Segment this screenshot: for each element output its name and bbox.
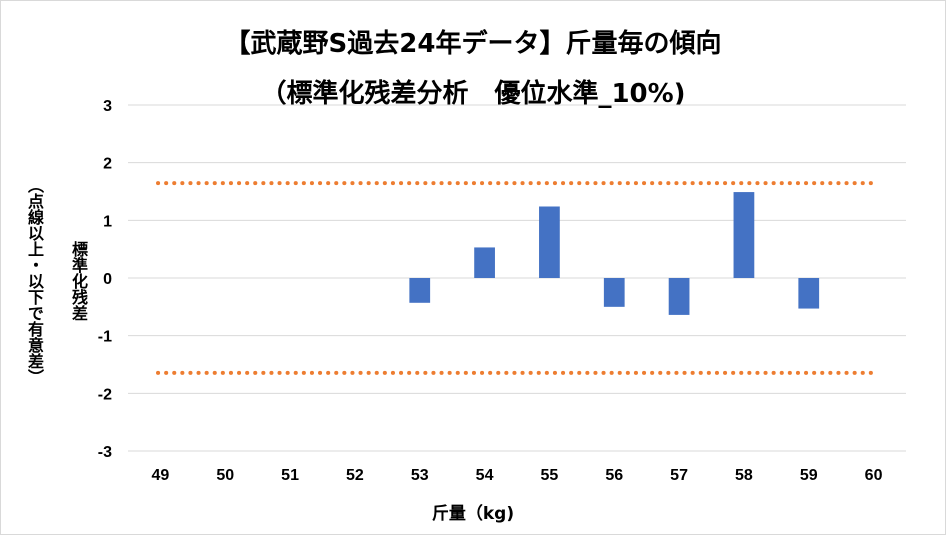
y-axis-title-note: （点線以上・以下で有意差） [25,177,44,385]
y-tick-label: -1 [98,329,112,346]
y-tick-label: 3 [103,98,112,115]
x-axis-title: 斤量（kg) [431,504,515,524]
y-axis-title: 標準化残差 （点線以上・以下で有意差） [16,151,88,411]
y-tick-label: 2 [103,156,112,173]
x-tick-label: 51 [281,467,299,484]
bar-53 [409,278,431,303]
x-tick-label: 50 [216,467,234,484]
y-tick-label: 1 [103,213,112,230]
y-axis-title-main: 標準化残差 [69,241,88,321]
bar-59 [798,278,820,309]
x-tick-label: 56 [605,467,623,484]
bar-56 [603,278,625,307]
bar-55 [539,206,560,278]
y-tick-label: -2 [98,386,112,403]
x-tick-label: 54 [476,467,494,484]
x-tick-label: 57 [670,467,688,484]
x-tick-label: 58 [735,467,753,484]
bar-58 [733,192,755,278]
x-tick-label: 59 [800,467,818,484]
bar-57 [668,278,690,315]
x-tick-label: 52 [346,467,364,484]
x-tick-label: 55 [541,467,559,484]
chart-subtitle: （標準化残差分析 優位水準_10%) [260,79,686,109]
y-tick-label: 0 [103,271,112,288]
x-tick-label: 53 [411,467,429,484]
x-tick-label: 60 [865,467,883,484]
y-tick-label: -3 [98,444,112,461]
x-tick-label: 49 [152,467,170,484]
bar-54 [474,247,495,278]
chart-title: 【武蔵野S過去24年データ】斤量毎の傾向 [224,29,722,59]
